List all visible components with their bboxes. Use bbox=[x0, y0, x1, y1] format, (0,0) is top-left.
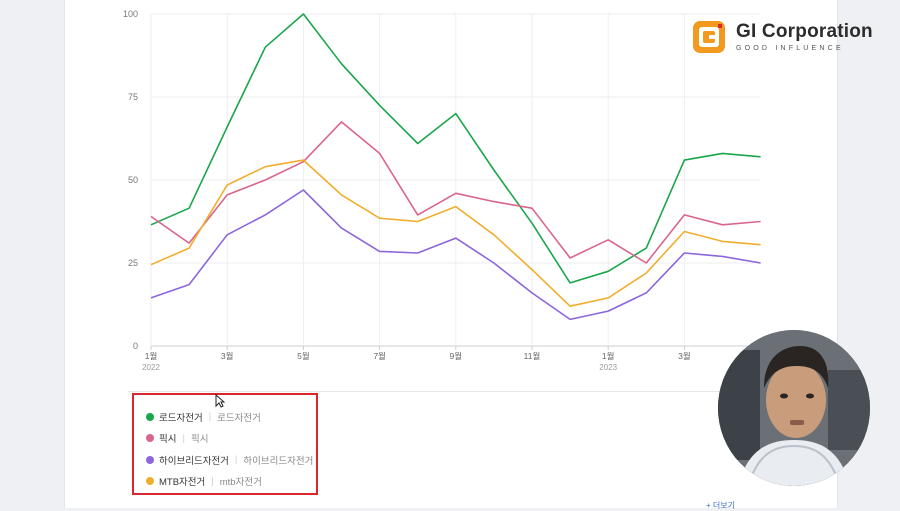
y-tick-label: 25 bbox=[128, 258, 138, 268]
x-tick-year: 2022 bbox=[142, 363, 160, 372]
chart-card bbox=[64, 0, 838, 508]
x-tick-year: 2023 bbox=[599, 363, 617, 372]
legend-series-keyword: 로드자전거 bbox=[217, 412, 261, 424]
legend-series-name: 픽시 bbox=[159, 434, 177, 446]
x-tick-label: 7월 bbox=[373, 351, 386, 361]
y-tick-label: 0 bbox=[133, 341, 138, 351]
webcam-overlay bbox=[718, 330, 870, 486]
legend-separator: | bbox=[182, 432, 185, 444]
legend-item-hybrid-bike[interactable]: 하이브리드자전거 | 하이브리드자전거 bbox=[146, 449, 316, 471]
chart-legend: 로드자전거 | 로드자전거 픽시 | 픽시 하이브리드자전거 | 하이브리드자전… bbox=[132, 393, 318, 495]
legend-series-name: 하이브리드자전거 bbox=[159, 455, 229, 467]
series-line-0 bbox=[150, 13, 761, 284]
legend-separator: | bbox=[234, 454, 238, 466]
legend-dot bbox=[146, 455, 154, 464]
legend-series-name: 로드자전거 bbox=[159, 412, 203, 424]
gi-logo-icon bbox=[693, 21, 725, 53]
legend-series-keyword: 픽시 bbox=[190, 434, 209, 446]
x-tick-label: 1월 bbox=[145, 351, 158, 361]
x-tick-label: 9월 bbox=[450, 351, 463, 361]
legend-series-keyword: 하이브리드자전거 bbox=[243, 455, 314, 467]
x-tick-label: 5월 bbox=[297, 351, 310, 361]
x-tick-label: 1월 bbox=[602, 351, 615, 361]
series-line-3 bbox=[150, 159, 761, 308]
legend-separator: | bbox=[211, 475, 214, 487]
legend-dot bbox=[146, 477, 154, 486]
legend-series-name: MTB자전거 bbox=[159, 477, 206, 489]
x-tick-label: 3월 bbox=[221, 351, 234, 361]
legend-series-keyword: mtb자전거 bbox=[219, 477, 262, 489]
company-name: GI Corporation bbox=[736, 21, 873, 42]
legend-dot bbox=[146, 434, 154, 443]
y-tick-label: 100 bbox=[123, 9, 138, 19]
presenter-silhouette bbox=[718, 330, 870, 486]
legend-divider bbox=[128, 391, 766, 392]
legend-dot bbox=[146, 412, 154, 421]
x-tick-label: 3월 bbox=[678, 351, 691, 361]
legend-separator: | bbox=[208, 411, 212, 423]
gi-corporation-logo: GI Corporation GOOD INFLUENCE bbox=[692, 20, 873, 54]
legend-item-road-bike[interactable]: 로드자전거 | 로드자전거 bbox=[146, 406, 316, 428]
legend-item-fixie[interactable]: 픽시 | 픽시 bbox=[146, 428, 316, 450]
series-line-1 bbox=[150, 121, 761, 264]
y-tick-label: 50 bbox=[128, 175, 138, 185]
series-line-2 bbox=[150, 189, 761, 321]
mouse-cursor-icon bbox=[215, 393, 226, 413]
company-tagline: GOOD INFLUENCE bbox=[736, 45, 844, 52]
legend-item-mtb[interactable]: MTB자전거 | mtb자전거 bbox=[146, 471, 316, 493]
x-tick-label: 11월 bbox=[524, 351, 541, 361]
y-tick-label: 75 bbox=[128, 92, 138, 102]
more-link[interactable]: + 더보기 bbox=[706, 501, 735, 510]
